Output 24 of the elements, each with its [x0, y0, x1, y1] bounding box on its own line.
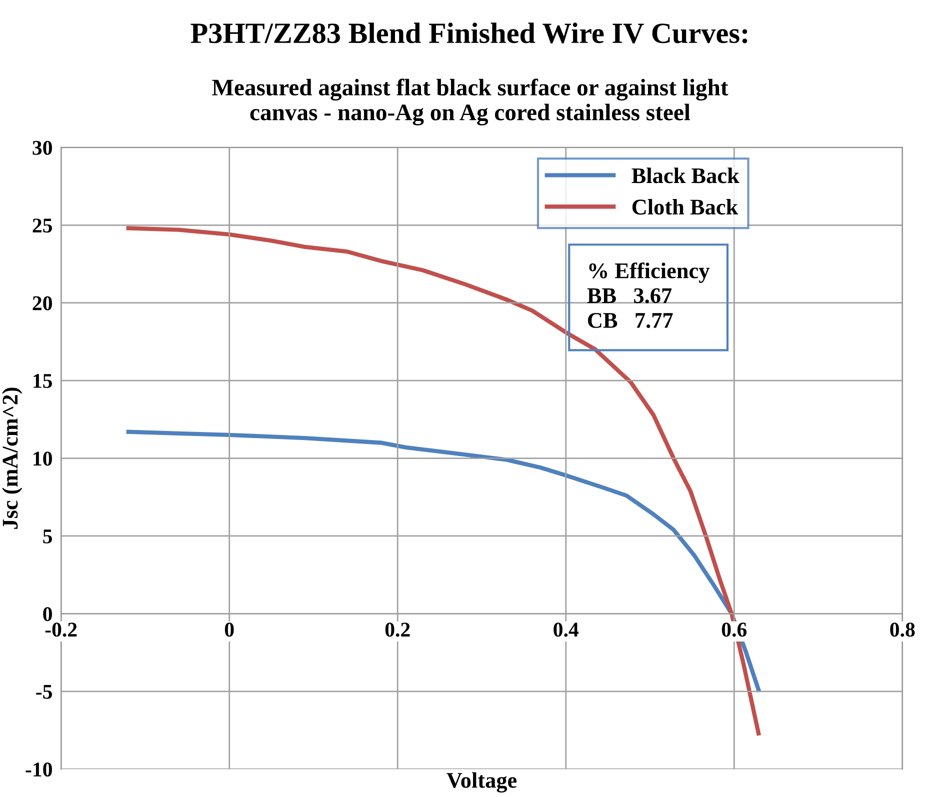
x-tick-label: -0.2 — [45, 622, 77, 637]
y-tick-label: 20 — [32, 296, 52, 310]
y-tick-label: -10 — [26, 762, 52, 777]
y-tick-label: 10 — [34, 452, 52, 466]
chart-subtitle: Measured against flat black surface or against light canvas - nano-Ag on Ag cored stainless steel — [212, 78, 728, 126]
x-tick-label: 0.8 — [890, 622, 915, 637]
y-axis-title: Jsc (mA/cm^2) — [2, 388, 22, 529]
y-tick-label: 0 — [43, 607, 52, 622]
x-tick-label: 0.6 — [722, 622, 747, 637]
annotation: % Efficiency BB 3.67 CB 7.77 — [587, 262, 710, 328]
x-axis-title: Voltage — [446, 772, 517, 793]
line-series — [126, 430, 761, 692]
legend-label: Cloth Back — [632, 198, 738, 215]
legend-label: Black Back — [632, 168, 740, 184]
y-tick-label: 15 — [34, 374, 52, 388]
line-series — [126, 226, 761, 736]
y-tick-label: 5 — [43, 530, 52, 544]
x-tick-label: 0.4 — [554, 622, 579, 637]
y-tick-label: 25 — [32, 218, 52, 233]
x-tick-label: 0.2 — [385, 622, 410, 637]
y-tick-label: -5 — [36, 684, 52, 699]
chart-title: P3HT/ZZ83 Blend Finished Wire IV Curves: — [190, 22, 748, 44]
y-tick-label: 30 — [32, 140, 52, 155]
x-tick-label: 0 — [224, 622, 234, 637]
